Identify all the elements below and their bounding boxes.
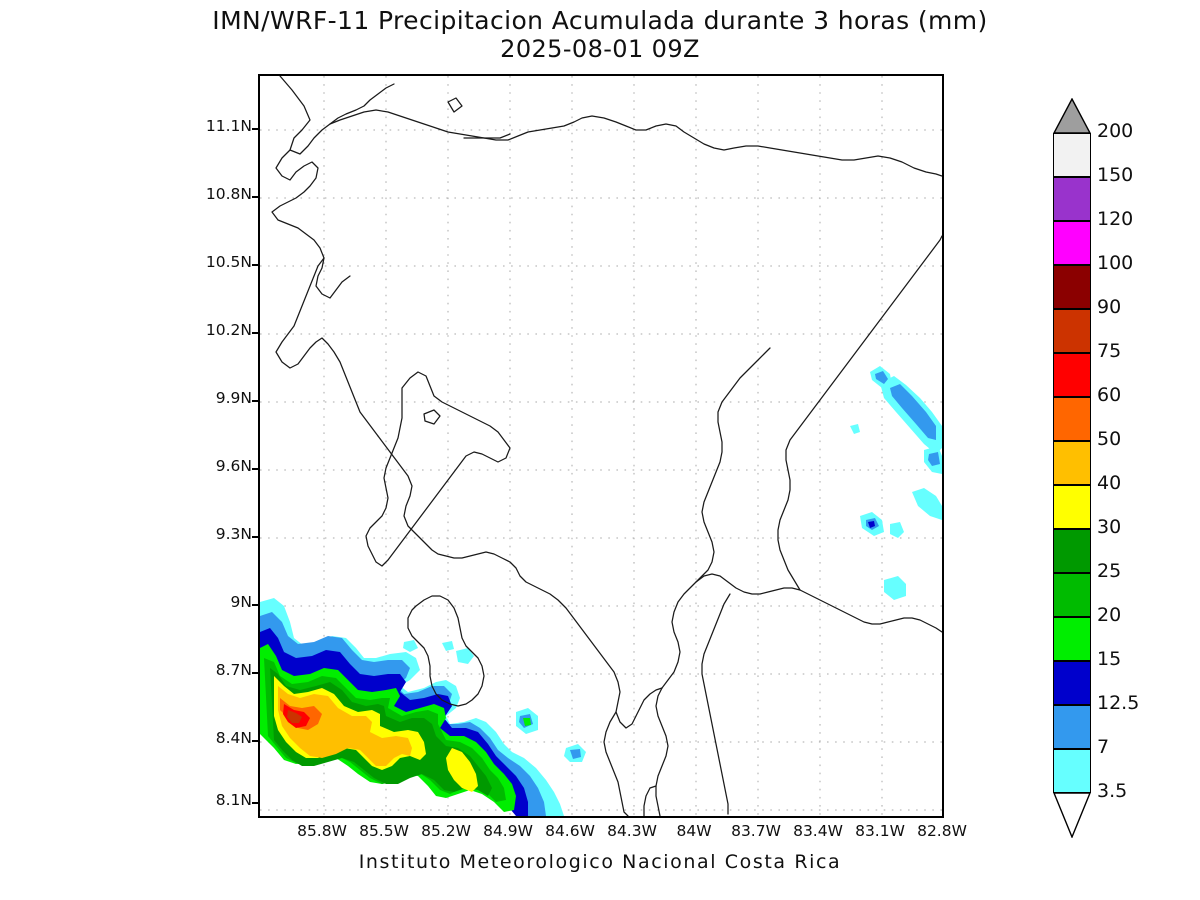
colorbar-under-arrow — [1052, 792, 1092, 839]
colorbar-bin-40 — [1053, 485, 1091, 529]
y-tick-label: 9.6N — [215, 457, 252, 475]
colorbar-bin-90 — [1053, 309, 1091, 353]
x-tick-label: 83.4W — [793, 822, 843, 840]
colorbar-tick-label: 100 — [1097, 252, 1134, 274]
colorbar-legend: 200 150 120 100 90 75 60 50 40 30 25 20 … — [1049, 97, 1199, 839]
y-tick-label: 9N — [230, 593, 252, 611]
y-tick-label: 10.5N — [205, 253, 252, 271]
colorbar-bin-12.5 — [1053, 705, 1091, 749]
y-axis-tick — [252, 196, 260, 198]
precipitation-contours — [260, 366, 942, 816]
precip-cell-inland — [442, 641, 454, 651]
colorbar-tick-label: 75 — [1097, 340, 1122, 362]
x-tick-label: 85.8W — [297, 822, 347, 840]
x-tick-label: 84W — [676, 822, 712, 840]
y-tick-label: 9.3N — [215, 525, 252, 543]
x-tick-label: 84.3W — [607, 822, 657, 840]
chart-subtitle: 2025-08-01 09Z — [500, 35, 700, 63]
y-tick-label: 8.4N — [215, 729, 252, 747]
y-tick-label: 11.1N — [205, 117, 252, 135]
colorbar-bin-25 — [1053, 573, 1091, 617]
colorbar-tick-label: 150 — [1097, 164, 1134, 186]
colorbar-tick-label: 7 — [1097, 736, 1110, 758]
x-tick-label: 85.5W — [359, 822, 409, 840]
x-tick-label: 82.8W — [917, 822, 967, 840]
y-axis-tick — [252, 536, 260, 538]
coastline-borders — [271, 76, 942, 816]
colorbar-bin-75 — [1053, 353, 1091, 397]
colorbar-bin-100 — [1053, 265, 1091, 309]
x-tick-label: 83.7W — [731, 822, 781, 840]
colorbar-tick-label: 60 — [1097, 384, 1122, 406]
y-axis-tick — [252, 400, 260, 402]
colorbar-bin-200 — [1053, 133, 1091, 177]
footer-attribution: Instituto Meteorologico Nacional Costa R… — [358, 851, 842, 873]
colorbar-tick-label: 15 — [1097, 648, 1122, 670]
y-tick-label: 10.8N — [205, 185, 252, 203]
y-axis-tick — [252, 740, 260, 742]
y-axis-tick — [252, 264, 260, 266]
colorbar-bin-50 — [1053, 441, 1091, 485]
precip-cells-southeast-tail — [403, 640, 586, 762]
colorbar-bin-120 — [1053, 221, 1091, 265]
colorbar-tick-label: 30 — [1097, 516, 1122, 538]
colorbar-tick-label: 50 — [1097, 428, 1122, 450]
colorbar-tick-label: 20 — [1097, 604, 1122, 626]
y-axis-tick — [252, 468, 260, 470]
y-axis-tick — [252, 802, 260, 804]
colorbar-bin-60 — [1053, 397, 1091, 441]
y-axis-tick — [252, 332, 260, 334]
colorbar-tick-label: 25 — [1097, 560, 1122, 582]
y-tick-label: 10.2N — [205, 321, 252, 339]
chart-title-block: IMN/WRF-11 Precipitacion Acumulada duran… — [0, 6, 1200, 64]
x-tick-label: 83.1W — [855, 822, 905, 840]
colorbar-tick-label: 200 — [1097, 120, 1134, 142]
y-axis-tick — [252, 672, 260, 674]
y-axis-tick — [252, 604, 260, 606]
x-tick-label: 84.9W — [483, 822, 533, 840]
colorbar-over-arrow — [1052, 97, 1092, 134]
map-plot-area — [258, 74, 944, 818]
colorbar-tick-label: 40 — [1097, 472, 1122, 494]
colorbar-bin-20 — [1053, 617, 1091, 661]
colorbar-tick-label: 3.5 — [1097, 780, 1128, 802]
y-tick-label: 9.9N — [215, 389, 252, 407]
colorbar-bin-15 — [1053, 661, 1091, 705]
colorbar-tick-label: 90 — [1097, 296, 1122, 318]
y-axis-tick — [252, 128, 260, 130]
x-tick-label: 84.6W — [545, 822, 595, 840]
colorbar-bin-30 — [1053, 529, 1091, 573]
precip-cell-caribbean-mid — [850, 424, 942, 600]
precip-band-pacific-southwest — [260, 598, 564, 816]
y-tick-label: 8.1N — [215, 791, 252, 809]
x-tick-label: 85.2W — [421, 822, 471, 840]
colorbar-bin-150 — [1053, 177, 1091, 221]
colorbar-tick-label: 12.5 — [1097, 692, 1140, 714]
y-tick-label: 8.7N — [215, 661, 252, 679]
colorbar-tick-label: 120 — [1097, 208, 1134, 230]
chart-title: IMN/WRF-11 Precipitacion Acumulada duran… — [212, 6, 988, 35]
colorbar-bin-7 — [1053, 749, 1091, 793]
precip-cell-caribbean-ne — [870, 366, 942, 474]
